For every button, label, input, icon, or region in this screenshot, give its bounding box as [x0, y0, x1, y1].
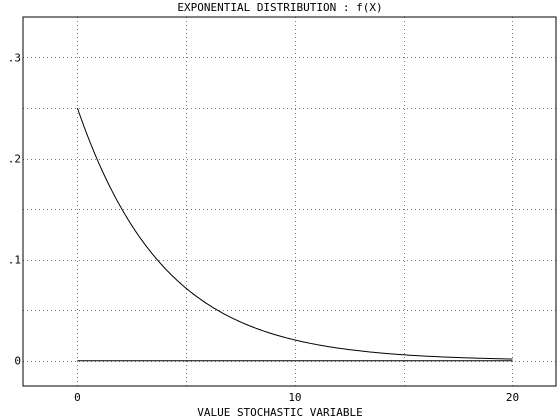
y-tick-label: 0: [14, 355, 21, 368]
x-axis-label: VALUE STOCHASTIC VARIABLE: [197, 406, 363, 419]
plot-frame: [22, 16, 557, 387]
y-tick-label: .1: [8, 254, 21, 267]
x-tick-labels: 0 10 20: [74, 391, 519, 404]
series-group: [76, 107, 513, 362]
chart-title: EXPONENTIAL DISTRIBUTION : f(X): [177, 1, 382, 14]
x-tick-label: 20: [506, 391, 519, 404]
y-tick-labels: 0 .1 .2 .3: [8, 51, 21, 367]
x-tick-label: 10: [288, 391, 301, 404]
x-tick-label: 0: [74, 391, 81, 404]
y-tick-label: .2: [8, 153, 21, 166]
grid: [23, 17, 556, 386]
density-curve: [76, 107, 513, 360]
y-tick-label: .3: [8, 51, 21, 64]
